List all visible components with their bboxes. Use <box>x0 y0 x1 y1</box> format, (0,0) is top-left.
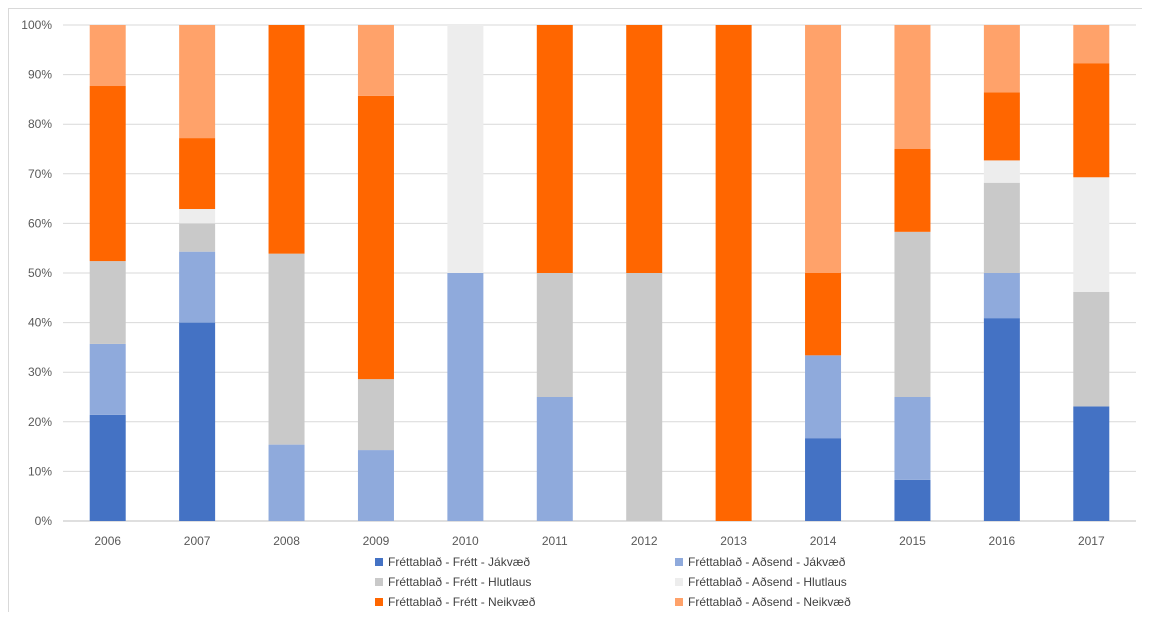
y-tick-label: 60% <box>28 216 52 230</box>
bar-segment <box>715 25 752 521</box>
x-tick-label: 2012 <box>631 534 658 548</box>
y-tick-label: 30% <box>28 365 52 379</box>
legend-item: Fréttablað - Frétt - Neikvæð <box>375 593 675 611</box>
gridlines <box>63 24 1136 522</box>
x-tick-label: 2006 <box>94 534 121 548</box>
bars <box>89 25 1110 521</box>
legend-label: Fréttablað - Frétt - Hlutlaus <box>388 575 532 589</box>
bar-segment <box>179 25 216 139</box>
bar-segment <box>626 25 663 273</box>
x-tick-label: 2015 <box>899 534 926 548</box>
bar-segment <box>805 273 842 356</box>
bar-segment <box>983 92 1020 161</box>
bar-segment <box>447 25 484 273</box>
x-tick-label: 2007 <box>184 534 211 548</box>
bar-segment <box>357 95 394 380</box>
y-tick-label: 100% <box>21 18 52 32</box>
bar-segment <box>536 25 573 273</box>
bar-segment <box>983 182 1020 273</box>
bar-segment <box>894 397 931 480</box>
bar-segment <box>89 414 126 521</box>
legend-swatch <box>675 598 683 606</box>
bar-segment <box>89 25 126 87</box>
bar-segment <box>179 138 216 210</box>
bar-segment <box>268 253 305 445</box>
x-tick-label: 2014 <box>810 534 837 548</box>
bar-segment <box>179 322 216 521</box>
x-tick-label: 2010 <box>452 534 479 548</box>
bar-segment <box>179 251 216 323</box>
legend-swatch <box>375 578 383 586</box>
legend-label: Fréttablað - Aðsend - Hlutlaus <box>688 575 847 589</box>
bar-segment <box>536 273 573 397</box>
bar-segment <box>626 273 663 521</box>
x-axis-ticks: 2006 2007 2008 2009 2010 2011 2012 2013 2014 2015… <box>94 534 1105 548</box>
bar-segment <box>1073 291 1110 407</box>
bar-segment <box>447 273 484 521</box>
bar-segment <box>1073 177 1110 292</box>
bar-segment <box>1073 63 1110 178</box>
y-axis-ticks: 0% 10% 20% 30% 40% 50% 60% 70% 80% 90% 100% <box>21 18 52 528</box>
legend-item: Fréttablað - Frétt - Jákvæð <box>375 553 675 571</box>
y-tick-label: 0% <box>35 514 53 528</box>
legend-swatch <box>375 558 383 566</box>
legend-item: Fréttablað - Aðsend - Jákvæð <box>675 553 935 571</box>
y-tick-label: 20% <box>28 415 52 429</box>
bar-segment <box>805 25 842 273</box>
x-tick-label: 2017 <box>1078 534 1105 548</box>
y-tick-label: 70% <box>28 167 52 181</box>
bar-segment <box>89 86 126 262</box>
bar-segment <box>983 160 1020 183</box>
legend-item: Fréttablað - Aðsend - Neikvæð <box>675 593 935 611</box>
legend-item: Fréttablað - Frétt - Hlutlaus <box>375 573 675 591</box>
legend-item: Fréttablað - Aðsend - Hlutlaus <box>675 573 935 591</box>
bar-segment <box>983 25 1020 93</box>
bar-segment <box>89 343 126 415</box>
bar-segment <box>894 479 931 521</box>
x-tick-label: 2013 <box>720 534 747 548</box>
chart-frame <box>8 8 1142 612</box>
stacked-bar-chart: 0%10%20%30%40%50%60%70%80%90%100% 2006 20… <box>21 18 1136 548</box>
bar-segment <box>983 318 1020 521</box>
y-tick-label: 90% <box>28 68 52 82</box>
bar-segment <box>268 444 305 521</box>
bar-segment <box>357 379 394 451</box>
bar-segment <box>894 231 931 397</box>
bar-segment <box>179 223 216 252</box>
bar-segment <box>179 209 216 224</box>
legend-label: Fréttablað - Aðsend - Neikvæð <box>688 595 851 609</box>
x-tick-label: 2008 <box>273 534 300 548</box>
bar-segment <box>805 355 842 439</box>
y-tick-label: 10% <box>28 464 52 478</box>
legend-swatch <box>675 578 683 586</box>
bar-segment <box>894 149 931 232</box>
bar-segment <box>1073 25 1110 64</box>
y-tick-label: 80% <box>28 117 52 131</box>
legend: Fréttablað - Frétt - Jákvæð Fréttablað - … <box>375 553 935 611</box>
bar-segment <box>357 25 394 96</box>
bar-segment <box>536 397 573 521</box>
bar-segment <box>1073 406 1110 521</box>
legend-swatch <box>375 598 383 606</box>
legend-label: Fréttablað - Aðsend - Jákvæð <box>688 555 846 569</box>
bar-segment <box>89 261 126 344</box>
bar-segment <box>983 273 1020 319</box>
y-tick-label: 50% <box>28 266 52 280</box>
x-tick-label: 2016 <box>989 534 1016 548</box>
x-tick-label: 2009 <box>363 534 390 548</box>
legend-label: Fréttablað - Frétt - Jákvæð <box>388 555 531 569</box>
y-tick-label: 40% <box>28 316 52 330</box>
bar-segment <box>805 438 842 521</box>
bar-segment <box>894 25 931 149</box>
bar-segment <box>357 450 394 521</box>
x-tick-label: 2011 <box>542 534 568 548</box>
bar-segment <box>268 25 305 254</box>
legend-swatch <box>675 558 683 566</box>
legend-label: Fréttablað - Frétt - Neikvæð <box>388 595 536 609</box>
